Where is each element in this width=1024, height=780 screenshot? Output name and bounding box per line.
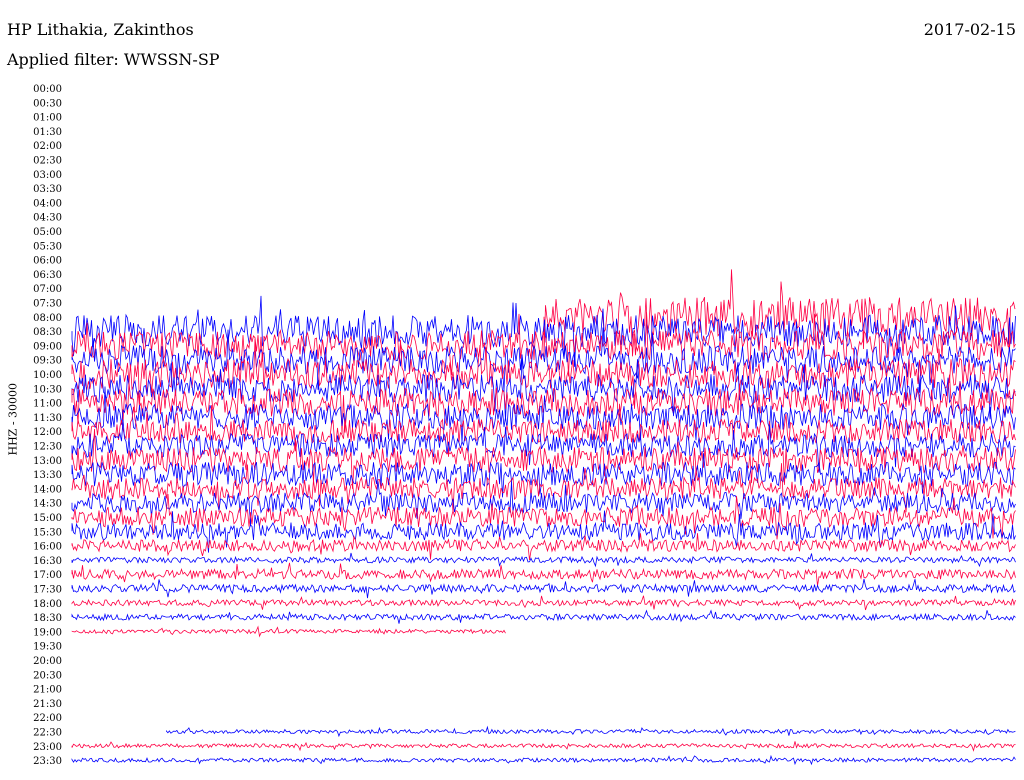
trace-row-1200 bbox=[71, 403, 1016, 457]
trace-row-1400 bbox=[71, 463, 1016, 513]
record-date: 2017-02-15 bbox=[923, 20, 1016, 39]
time-label: 18:30 bbox=[33, 613, 62, 624]
time-label: 06:00 bbox=[33, 256, 62, 267]
time-label: 21:30 bbox=[33, 699, 62, 710]
trace-row-1900 bbox=[71, 625, 506, 638]
trace-row-1630 bbox=[71, 552, 1016, 568]
time-label: 13:30 bbox=[33, 470, 62, 481]
trace-row-1530 bbox=[71, 510, 1016, 553]
time-label: 13:00 bbox=[33, 456, 62, 467]
time-label: 20:30 bbox=[33, 670, 62, 681]
time-label: 15:00 bbox=[33, 513, 62, 524]
time-label: 16:00 bbox=[33, 542, 62, 553]
time-label: 22:00 bbox=[33, 713, 62, 724]
trace-row-1600 bbox=[71, 533, 1016, 560]
time-label: 02:30 bbox=[33, 156, 62, 167]
time-label: 15:30 bbox=[33, 527, 62, 538]
time-label: 23:00 bbox=[33, 742, 62, 753]
time-label: 07:00 bbox=[33, 284, 62, 295]
trace-row-1100 bbox=[71, 374, 1016, 434]
trace-row-1000 bbox=[71, 339, 1016, 409]
station-title: HP Lithakia, Zakinthos bbox=[7, 20, 194, 39]
time-label: 18:00 bbox=[33, 599, 62, 610]
trace-row-1030 bbox=[71, 354, 1016, 421]
time-label: 09:30 bbox=[33, 356, 62, 367]
time-label: 03:00 bbox=[33, 170, 62, 181]
time-label: 11:00 bbox=[33, 399, 62, 410]
trace-row-1700 bbox=[71, 562, 1016, 586]
time-label: 16:30 bbox=[33, 556, 62, 567]
time-label: 17:00 bbox=[33, 570, 62, 581]
time-label: 02:00 bbox=[33, 141, 62, 152]
time-label: 19:00 bbox=[33, 627, 62, 638]
time-label: 08:00 bbox=[33, 313, 62, 324]
trace-row-2230 bbox=[166, 725, 1016, 738]
trace-row-1330 bbox=[71, 453, 1016, 498]
time-label: 22:30 bbox=[33, 728, 62, 739]
time-label: 12:00 bbox=[33, 427, 62, 438]
filter-subtitle: Applied filter: WWSSN-SP bbox=[7, 50, 220, 69]
time-label: 00:00 bbox=[33, 84, 62, 95]
time-label: 04:30 bbox=[33, 213, 62, 224]
time-label: 01:30 bbox=[33, 127, 62, 138]
time-label: 03:30 bbox=[33, 184, 62, 195]
trace-row-2300 bbox=[71, 741, 1016, 752]
time-label: 21:00 bbox=[33, 685, 62, 696]
trace-row-1800 bbox=[71, 595, 1016, 611]
trace-row-1500 bbox=[71, 493, 1016, 540]
time-label: 05:00 bbox=[33, 227, 62, 238]
trace-row-2330 bbox=[71, 754, 1016, 766]
time-label: 20:00 bbox=[33, 656, 62, 667]
time-label: 09:00 bbox=[33, 341, 62, 352]
trace-row-1730 bbox=[71, 578, 1016, 599]
trace-row-0930 bbox=[71, 327, 1016, 393]
time-label: 00:30 bbox=[33, 98, 62, 109]
time-label: 19:30 bbox=[33, 642, 62, 653]
trace-row-1830 bbox=[71, 609, 1016, 624]
time-label: 01:00 bbox=[33, 113, 62, 124]
time-label: 07:30 bbox=[33, 299, 62, 310]
time-label: 23:30 bbox=[33, 756, 62, 767]
time-label: 11:30 bbox=[33, 413, 62, 424]
time-axis-ticks: 00:00 00:30 01:00 01:30 02:00 02:30 03:00 03:30… bbox=[33, 84, 62, 767]
time-label: 10:30 bbox=[33, 384, 62, 395]
time-label: 14:00 bbox=[33, 484, 62, 495]
time-label: 12:30 bbox=[33, 442, 62, 453]
trace-row-1230 bbox=[71, 419, 1016, 473]
time-label: 04:00 bbox=[33, 198, 62, 209]
time-label: 08:30 bbox=[33, 327, 62, 338]
seismogram-traces bbox=[71, 269, 1016, 766]
time-label: 17:30 bbox=[33, 585, 62, 596]
time-label: 10:00 bbox=[33, 370, 62, 381]
time-label: 05:30 bbox=[33, 241, 62, 252]
trace-row-1430 bbox=[71, 480, 1016, 526]
time-label: 14:30 bbox=[33, 499, 62, 510]
time-label: 06:30 bbox=[33, 270, 62, 281]
trace-row-0800 bbox=[543, 269, 1016, 358]
